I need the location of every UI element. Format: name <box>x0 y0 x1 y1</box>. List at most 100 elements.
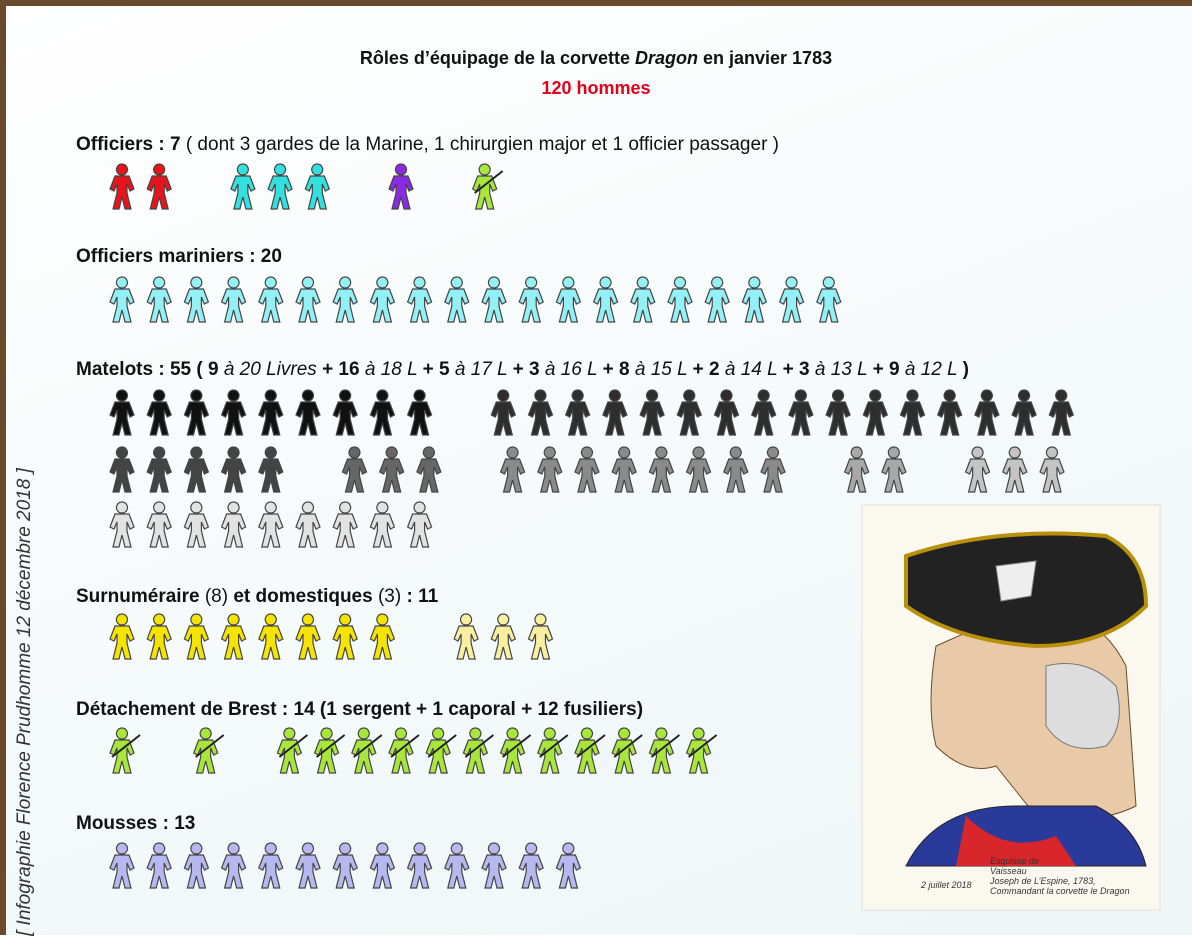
person-icon <box>556 843 580 888</box>
person-icon <box>445 843 469 888</box>
person-icon <box>259 502 283 547</box>
person-icon <box>259 843 283 888</box>
person-icon <box>408 390 432 435</box>
section-label: Détachement de Brest : 14 (1 sergent + 1… <box>76 699 643 721</box>
person-icon <box>184 277 208 322</box>
person-icon <box>519 277 543 322</box>
text-run: (3) <box>373 586 402 607</box>
person-icon <box>259 447 283 492</box>
person-icon <box>501 447 525 492</box>
person-icon <box>566 390 590 435</box>
person-icon <box>333 843 357 888</box>
person-icon <box>184 614 208 659</box>
person-icon <box>687 447 711 492</box>
person-icon <box>538 728 568 773</box>
section-label: Mousses : 13 <box>76 813 195 835</box>
person-icon <box>594 277 618 322</box>
person-icon <box>705 277 729 322</box>
person-icon <box>184 843 208 888</box>
person-icon <box>575 447 599 492</box>
person-icon <box>975 390 999 435</box>
person-icon <box>529 390 553 435</box>
text-run: : 11 <box>401 586 438 607</box>
text-run: + 3 <box>783 359 810 380</box>
text-run: + 2 <box>693 359 720 380</box>
text-run: + 3 <box>513 359 540 380</box>
text-run: à 18 L <box>360 359 423 380</box>
person-icon <box>222 277 246 322</box>
section-label: Matelots : 55 ( 9 à 20 Livres + 16 à 18 … <box>76 359 969 381</box>
text-run: Officiers : 7 <box>76 134 181 155</box>
person-icon <box>296 502 320 547</box>
person-icon <box>110 502 134 547</box>
person-icon <box>529 614 553 659</box>
person-icon <box>184 390 208 435</box>
person-icon <box>147 277 171 322</box>
person-icon <box>370 390 394 435</box>
person-icon <box>222 843 246 888</box>
text-run: ) <box>963 359 969 380</box>
text-run: et domestiques <box>233 586 372 607</box>
portrait-signature: 2 juillet 2018 <box>920 880 972 890</box>
person-icon <box>789 390 813 435</box>
person-icon <box>305 164 329 209</box>
person-icon <box>612 728 642 773</box>
person-icon <box>845 447 869 492</box>
person-icon <box>389 728 419 773</box>
person-icon <box>882 447 906 492</box>
person-icon <box>184 447 208 492</box>
person-icon <box>296 277 320 322</box>
person-icon <box>938 390 962 435</box>
person-icon <box>110 728 140 773</box>
text-run: + 16 <box>322 359 360 380</box>
person-icon <box>677 390 701 435</box>
person-icon <box>649 447 673 492</box>
person-icon <box>333 277 357 322</box>
person-icon <box>370 843 394 888</box>
person-icon <box>296 390 320 435</box>
person-icon <box>640 390 664 435</box>
person-icon <box>147 614 171 659</box>
person-icon <box>110 447 134 492</box>
person-icon <box>501 728 531 773</box>
text-run: Matelots : 55 ( <box>76 359 208 380</box>
person-icon <box>491 614 515 659</box>
person-icon <box>277 728 307 773</box>
person-icon <box>715 390 739 435</box>
person-icon <box>296 614 320 659</box>
portrait-caption: Joseph de L’Espine, 1783, <box>989 876 1096 886</box>
portrait <box>862 505 1160 910</box>
section-label: Officiers mariniers : 20 <box>76 246 282 268</box>
person-icon <box>147 164 171 209</box>
person-icon <box>761 447 785 492</box>
person-icon <box>575 728 605 773</box>
section-label: Officiers : 7 ( dont 3 gardes de la Mari… <box>76 134 779 156</box>
person-icon <box>194 728 224 773</box>
person-icon <box>352 728 382 773</box>
person-icon <box>538 447 562 492</box>
portrait-caption: Vaisseau <box>990 866 1027 876</box>
text-run: (8) <box>200 586 234 607</box>
person-icon <box>612 447 636 492</box>
person-icon <box>473 164 503 209</box>
person-icon <box>370 277 394 322</box>
person-icon <box>1049 390 1073 435</box>
person-icon <box>817 277 841 322</box>
person-icon <box>259 390 283 435</box>
person-icon <box>380 447 404 492</box>
person-icon <box>222 614 246 659</box>
person-icon <box>780 277 804 322</box>
person-icon <box>482 843 506 888</box>
person-icon <box>296 843 320 888</box>
person-icon <box>408 502 432 547</box>
person-icon <box>147 447 171 492</box>
person-icon <box>222 447 246 492</box>
text-run: à 16 L <box>540 359 603 380</box>
person-icon <box>463 728 493 773</box>
person-icon <box>370 614 394 659</box>
person-icon <box>343 447 367 492</box>
person-icon <box>408 277 432 322</box>
person-icon <box>901 390 925 435</box>
person-icon <box>110 164 134 209</box>
person-icon <box>1040 447 1064 492</box>
